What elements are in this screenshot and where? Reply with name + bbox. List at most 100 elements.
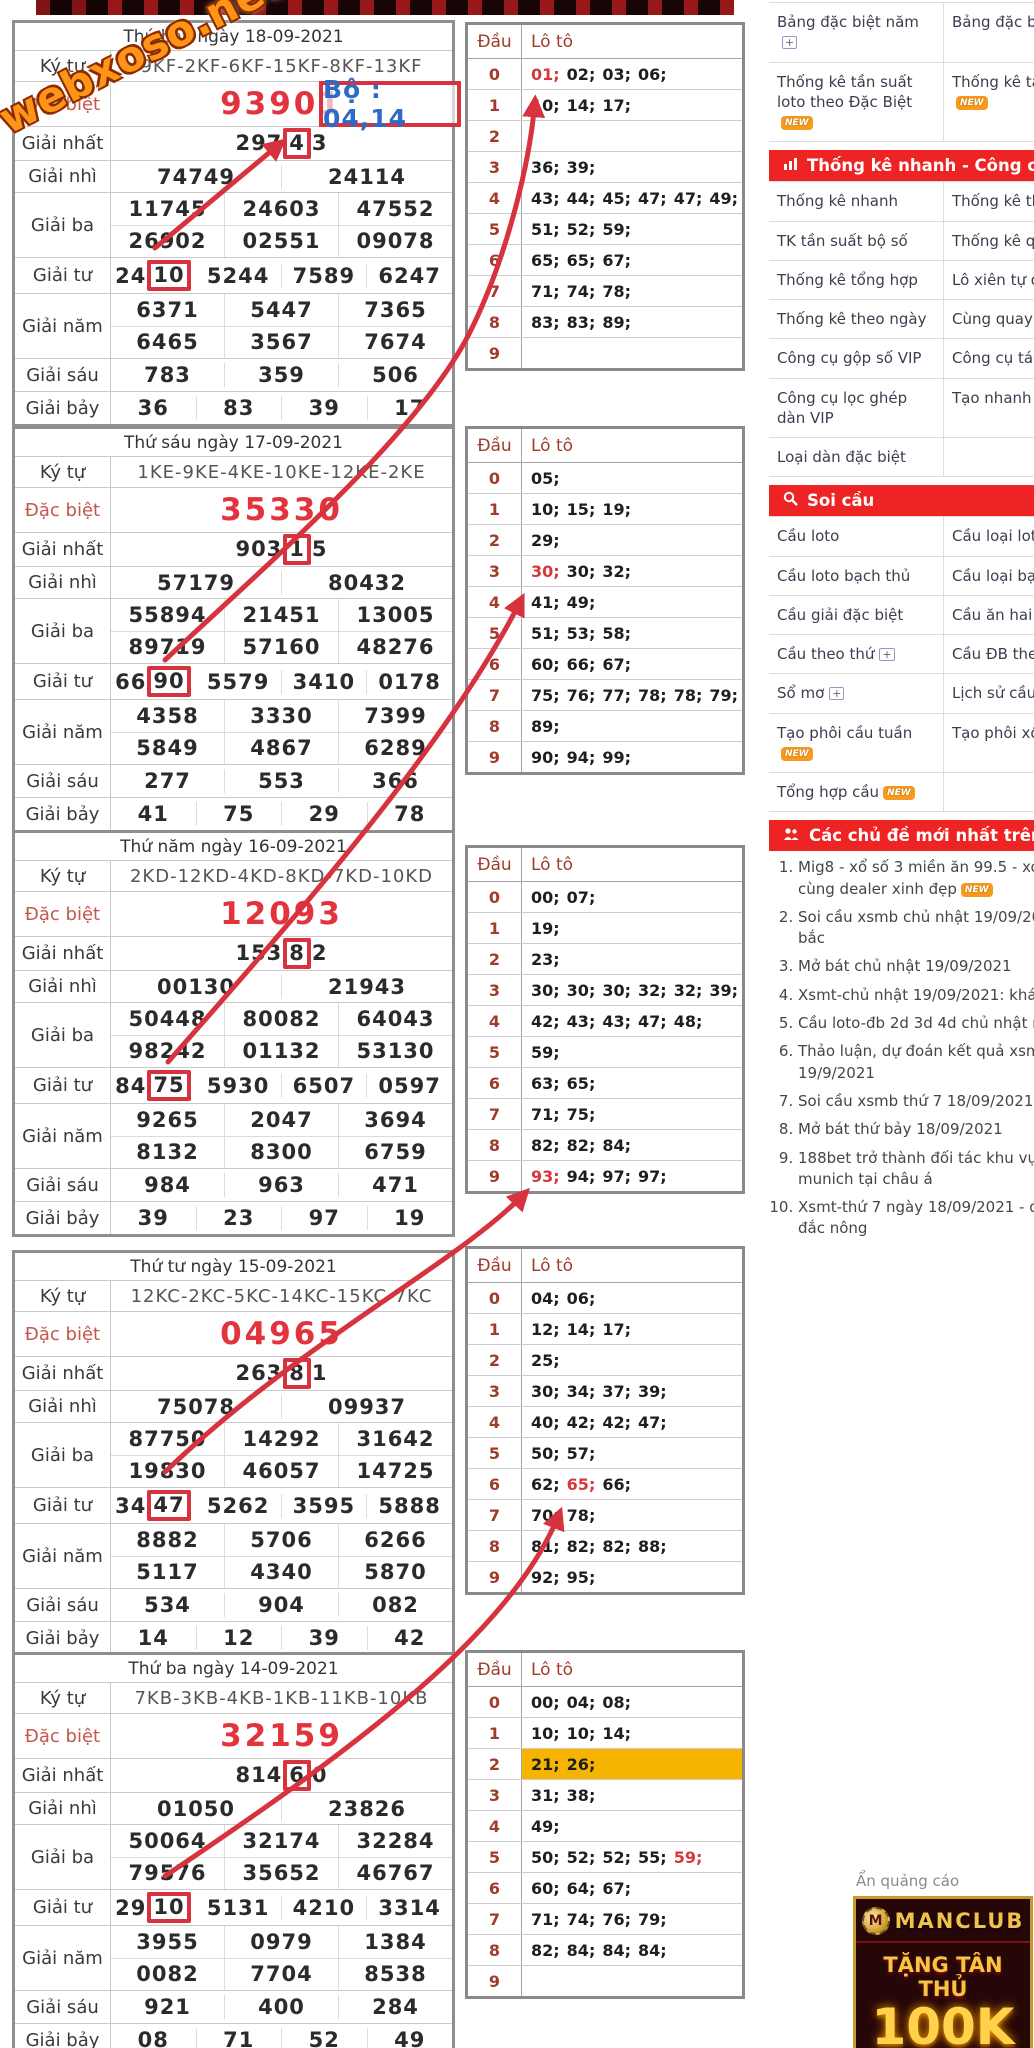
sidebar-link[interactable]: Lô xiên tự độngNEW: [944, 261, 1034, 299]
loto-number: 17;: [602, 95, 632, 115]
forum-topic-link[interactable]: Cầu loto-đb 2d 3d 4d chủ nhật ngày 19/09…: [798, 1013, 1034, 1034]
forum-topic-link[interactable]: Soi cầu xsmb chủ nhật 19/09/2021 chốt số…: [798, 907, 1034, 950]
sidebar-link[interactable]: Cầu ăn hai nháyNEW: [944, 596, 1034, 634]
prize-number: 89719: [128, 635, 207, 660]
prize-number: 78: [366, 802, 453, 826]
dau-digit: 5: [468, 1438, 522, 1468]
sidebar-link[interactable]: NEW: [944, 438, 1034, 476]
dau-row: 6 63; 65;: [468, 1068, 742, 1099]
boxed-digit: 6: [283, 1760, 311, 1791]
prize-number: 64043: [338, 1003, 452, 1035]
sidebar-link[interactable]: Công cụ gộp số VIP+NEW: [769, 339, 944, 378]
prize-number: 8538: [338, 1958, 452, 1990]
sidebar-link[interactable]: TK tần suất bộ số+NEW: [769, 221, 944, 260]
sidebar-link[interactable]: Thống kê tần suất loto theo Đặc Biệt+NEW: [769, 62, 944, 142]
loto-values: 19;: [522, 913, 742, 943]
sidebar-link[interactable]: Bảng đặc biệt năm+NEW: [769, 3, 944, 62]
dau-digit: 0: [468, 1283, 522, 1313]
loto-values: 31; 38;: [522, 1780, 742, 1810]
ad-banner[interactable]: M MANCLUB TẶNG TÂN THỦ 100K: [853, 1896, 1033, 2048]
dau-row: 2: [468, 121, 742, 152]
dau-digit: 6: [468, 649, 522, 679]
fifth-prize-values: 8882 5706 6266 5117 4340 5870: [111, 1524, 452, 1588]
sidebar-row: Thống kê tổng hợp+NEW Lô xiên tự độngNEW: [769, 260, 1034, 300]
sidebar-row: Cầu theo thứ+NEW Cầu ĐB theo thứNEW: [769, 635, 1034, 675]
dau-row: 1 10; 10; 14;: [468, 1718, 742, 1749]
sidebar-link[interactable]: Tạo nhanh dàn đặc biệtNEW: [944, 379, 1034, 438]
sidebar-link[interactable]: Tạo phôi xổ sốNEW: [944, 714, 1034, 773]
sidebar-link[interactable]: Thống kê nhanh+NEW: [769, 182, 944, 221]
expand-icon[interactable]: +: [829, 687, 845, 701]
sidebar-link[interactable]: Cầu ĐB theo thứNEW: [944, 635, 1034, 673]
prize-number: 400: [224, 1995, 338, 2019]
loto-number: 26;: [566, 1754, 596, 1774]
expand-icon[interactable]: +: [879, 648, 895, 661]
sidebar-link[interactable]: Tạo phôi cầu tuần+NEW: [769, 713, 944, 772]
sidebar-link[interactable]: Cầu theo thứ+NEW: [769, 635, 944, 674]
kytu-value: 9KF-2KF-6KF-15KF-8KF-13KF: [140, 55, 423, 77]
loto-number: 49;: [709, 188, 739, 208]
hide-ad-link[interactable]: Ẩn quảng cáo: [856, 1872, 960, 1890]
sidebar-link[interactable]: NEW: [944, 773, 1034, 811]
link-label: Công cụ lọc ghép dàn VIP: [777, 388, 908, 427]
forum-topic-link[interactable]: Xsmt-thứ 7 ngày 18/09/2021 - đà nẵng-quả…: [798, 1197, 1034, 1240]
row-label-dacbiet: Đặc biệt: [15, 1714, 111, 1758]
dau-table-header: Đầu Lô tô: [468, 1249, 742, 1283]
sidebar-link[interactable]: Sổ mơ+NEW: [769, 674, 944, 713]
prize-number: 31642: [338, 1423, 452, 1455]
sidebar-link[interactable]: Cầu loại bạch thủNEW: [944, 557, 1034, 595]
loto-number: 82;: [602, 1536, 632, 1556]
sidebar-link[interactable]: Thống kê quan trọngNEW: [944, 222, 1034, 260]
dau-digit: 3: [468, 1780, 522, 1810]
sidebar-link[interactable]: Lịch sử cầu lotoNEW: [944, 674, 1034, 712]
forum-topic-link[interactable]: Mở bát thứ bảy 18/09/2021NEW: [798, 1119, 1034, 1140]
forum-topic-link[interactable]: Soi cầu xsmb thứ 7 18/09/2021 đoán lô mi…: [798, 1091, 1034, 1112]
forum-topic-link[interactable]: Mig8 - xổ số 3 miền ăn 99.5 - xóc đĩa tr…: [798, 857, 1034, 900]
special-prize-value: 32159: [220, 1718, 343, 1754]
prize-number: 02551: [224, 225, 338, 257]
loto-number: 95;: [566, 1567, 596, 1587]
sidebar-link[interactable]: Tổng hợp cầu+NEW: [769, 773, 944, 812]
new-badge: NEW: [781, 746, 813, 761]
forum-topic-link[interactable]: Mở bát chủ nhật 19/09/2021NEW: [798, 956, 1034, 977]
sidebar-link[interactable]: Thống kê tần suất theo loto NEW: [944, 63, 1034, 142]
prize-number: 39: [281, 1626, 367, 1650]
sidebar-link[interactable]: Công cụ lọc ghép dàn VIP+NEW: [769, 378, 944, 437]
sidebar-link[interactable]: Thống kê tổng hợp+NEW: [769, 260, 944, 299]
link-label: Bảng đặc biệt năm: [777, 13, 919, 31]
prize-number: 80082: [224, 1003, 338, 1035]
prize-number: 359: [224, 363, 338, 387]
g1-post: 3: [311, 131, 328, 155]
loto-values: 21; 26;: [522, 1749, 742, 1779]
loto-values: 36; 39;: [522, 152, 742, 182]
boxed-digit: 8: [283, 938, 311, 969]
sidebar-link[interactable]: Cầu loại lotoNEW: [944, 517, 1034, 555]
sidebar-link[interactable]: Cầu giải đặc biệt+NEW: [769, 595, 944, 634]
sidebar-link[interactable]: Thống kê theo ngày+NEW: [769, 300, 944, 339]
sidebar-link[interactable]: Cầu loto+NEW: [769, 517, 944, 556]
loto-number: 10;: [531, 95, 560, 115]
g1-pre: 263: [235, 1361, 283, 1385]
loto-number: 00;: [531, 887, 560, 907]
loto-number: 48;: [673, 1011, 703, 1031]
forum-topic-link[interactable]: Xsmt-chủ nhật 19/09/2021: khánh hòa-kon …: [798, 985, 1034, 1006]
sidebar-link[interactable]: Công cụ tách sốNEW: [944, 339, 1034, 377]
loto-number: 94;: [566, 1166, 596, 1186]
dau-row: 5 51; 52; 59;: [468, 214, 742, 245]
sidebar-row: Bảng đặc biệt năm+NEW Bảng đặc biệt theo…: [769, 3, 1034, 63]
dau-digit: 8: [468, 307, 522, 337]
g1-post: 1: [311, 1361, 328, 1385]
sidebar-link[interactable]: Cầu loto bạch thủ+NEW: [769, 556, 944, 595]
sidebar-link[interactable]: Cùng quay xổ sốNEW: [944, 300, 1034, 338]
prize-number: 3955: [136, 1929, 199, 1954]
prize-number-boxed: 24 10: [111, 260, 196, 291]
sidebar-link[interactable]: Bảng đặc biệt theo thángNEW: [944, 3, 1034, 62]
sidebar-link[interactable]: Loại dàn đặc biệt+NEW: [769, 438, 944, 477]
sidebar-link[interactable]: Thống kê theo tuầnNEW: [944, 182, 1034, 220]
sidebar-row: Công cụ gộp số VIP+NEW Công cụ tách sốNE…: [769, 339, 1034, 379]
expand-icon[interactable]: +: [782, 36, 798, 50]
forum-topic-link[interactable]: Thảo luận, dự đoán kết quả xsmb chủ nhật…: [798, 1041, 1034, 1084]
loto-values: 10; 10; 14;: [522, 1718, 742, 1748]
ad-amount: 100K: [871, 1998, 1015, 2048]
forum-topic-link[interactable]: 188bet trở thành đối tác khu vực clb bay…: [798, 1148, 1034, 1191]
